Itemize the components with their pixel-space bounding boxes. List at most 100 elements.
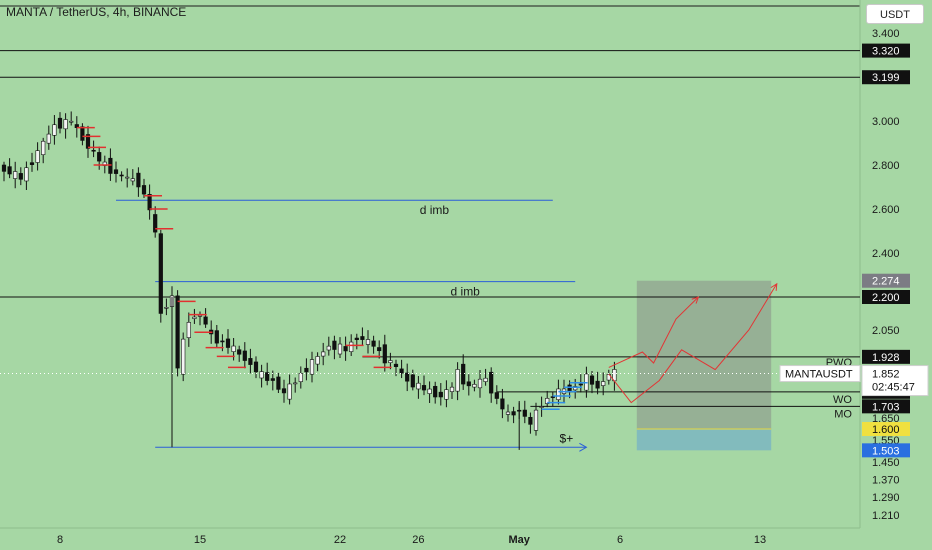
candle-body xyxy=(85,134,91,149)
candle-body xyxy=(601,381,606,386)
annotation-label: $+ xyxy=(560,431,574,445)
candle-body xyxy=(472,384,477,388)
current-price-box xyxy=(861,365,929,397)
candle-body xyxy=(265,372,270,381)
annotation-label: d imb xyxy=(420,203,450,217)
candle-body xyxy=(97,152,102,162)
candle-body xyxy=(276,376,281,390)
candle-body xyxy=(388,360,393,364)
candle-body xyxy=(225,338,231,348)
level-price-tag-bg xyxy=(862,399,910,414)
candle-body xyxy=(35,150,40,163)
candle-body xyxy=(242,350,247,361)
candle-body xyxy=(550,396,555,398)
chart-grid xyxy=(0,0,861,529)
candle-body xyxy=(332,340,337,350)
candle-body xyxy=(52,124,57,136)
candle-body xyxy=(153,214,158,233)
candle-body xyxy=(125,176,130,179)
candle-body xyxy=(181,338,186,375)
price-tick-label: 2.400 xyxy=(872,248,900,260)
price-tick-label: 2.050 xyxy=(872,325,900,337)
price-tag: 2.274 xyxy=(872,276,900,288)
candle-body xyxy=(41,140,46,156)
level-price-tag-bg xyxy=(862,70,910,85)
candle-body xyxy=(433,385,438,398)
candle-body xyxy=(578,383,583,386)
candle-body xyxy=(449,386,455,392)
candle-body xyxy=(192,316,197,319)
candle-body xyxy=(416,382,421,390)
candle-body xyxy=(63,119,68,130)
candle-body xyxy=(214,330,219,344)
symbol-badge-bg xyxy=(779,365,861,383)
candle-body xyxy=(500,398,505,410)
candle-body xyxy=(119,174,124,177)
candle-body xyxy=(365,339,371,345)
candle-body xyxy=(113,169,119,174)
candle-body xyxy=(1,164,7,172)
projection-path xyxy=(608,283,778,404)
candle-body xyxy=(29,162,35,165)
level-price-tag: 3.320 xyxy=(872,46,900,58)
level-price-tag-bg xyxy=(862,290,910,304)
candle-body xyxy=(427,388,432,394)
price-axis: 3.4003.0002.8002.6002.4002.0501.6501.550… xyxy=(0,28,929,522)
candle-body xyxy=(203,316,208,325)
candle-body xyxy=(130,178,135,182)
candle-body xyxy=(248,358,253,365)
projection-path xyxy=(608,296,699,368)
candle-body xyxy=(371,340,376,347)
symbol-badge: MANTAUSDT xyxy=(785,369,853,381)
level-price-tag-bg xyxy=(862,349,910,364)
candle-body xyxy=(489,371,494,394)
candle-body xyxy=(337,343,343,355)
candle-body xyxy=(13,171,18,179)
candle-body xyxy=(158,233,163,314)
candle-body xyxy=(556,388,561,400)
candle-body xyxy=(175,295,180,369)
position-box xyxy=(636,280,772,451)
price-tick-label: 1.450 xyxy=(872,457,900,469)
candle-body xyxy=(315,356,320,365)
candle-body xyxy=(220,340,225,343)
candle-body xyxy=(46,133,51,144)
target-zone xyxy=(636,280,772,429)
time-axis: 8 15 22 26 May 6 13 xyxy=(57,534,766,546)
level-tag: WO xyxy=(833,394,852,406)
current-price: 1.852 xyxy=(872,369,900,381)
order-marks xyxy=(76,126,588,410)
candle-body xyxy=(18,173,23,180)
level-tag: MO xyxy=(834,408,852,420)
price-tick-label: 1.290 xyxy=(872,492,900,504)
candle-body xyxy=(477,378,483,389)
price-tag: 1.600 xyxy=(872,424,900,436)
candle-body xyxy=(455,369,460,392)
candle-body xyxy=(293,382,298,385)
candle-body xyxy=(197,315,203,317)
price-tick-label: 3.400 xyxy=(872,28,900,40)
price-tick-label: 2.600 xyxy=(872,204,900,216)
candle-body xyxy=(147,194,152,211)
time-tick-label: 13 xyxy=(754,534,766,546)
candle-body xyxy=(421,385,427,391)
candle-body xyxy=(595,380,600,389)
candle-body xyxy=(270,378,275,381)
candle-body xyxy=(545,398,550,404)
level-price-tag-bg xyxy=(862,43,910,58)
currency-button[interactable]: USDT xyxy=(866,4,924,24)
candle-body xyxy=(259,371,264,379)
candle-body xyxy=(589,375,595,385)
candle-body xyxy=(533,409,539,431)
candle-body xyxy=(377,347,382,352)
price-tick-label: 1.370 xyxy=(872,475,900,487)
candle-body xyxy=(466,381,471,387)
time-tick-label: 8 xyxy=(57,534,63,546)
candle-body xyxy=(237,349,242,355)
level-price-tag: 1.928 xyxy=(872,352,900,364)
candle-body xyxy=(343,346,348,352)
candle-body xyxy=(438,391,443,398)
projection-arrow xyxy=(770,282,778,291)
